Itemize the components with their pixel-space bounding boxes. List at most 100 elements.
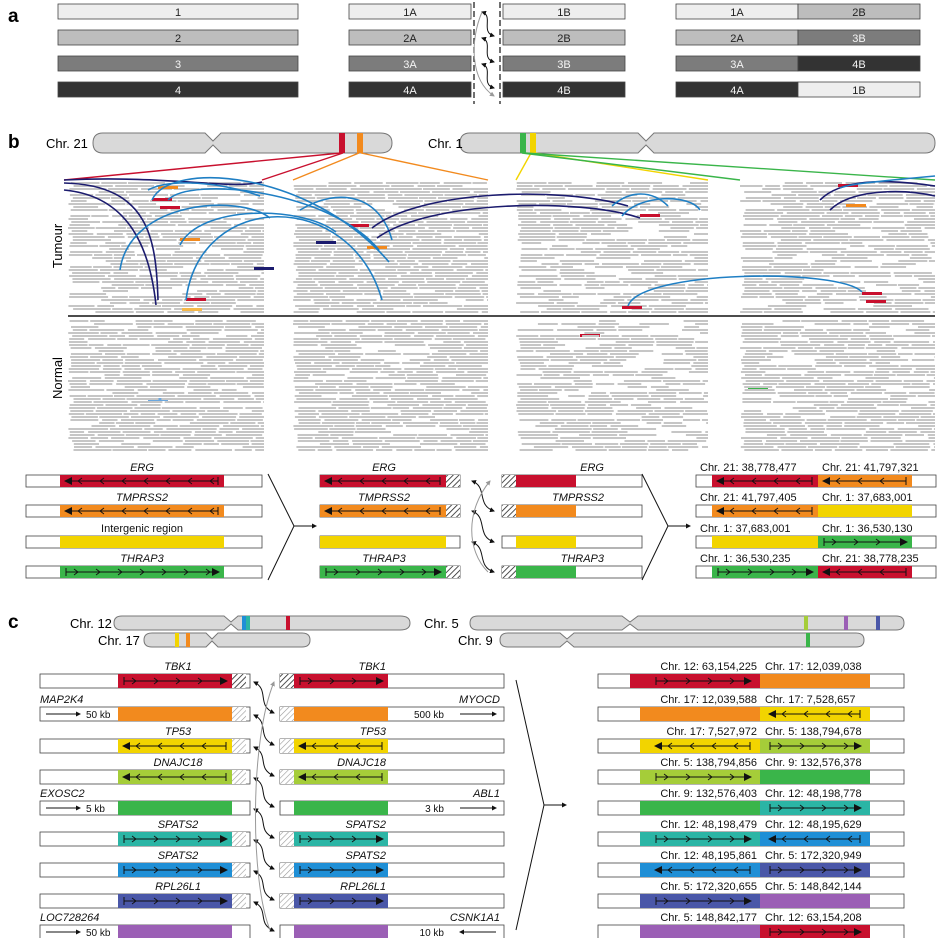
aligned-read: [155, 248, 180, 250]
aligned-read: [391, 185, 414, 187]
aligned-read: [839, 335, 867, 337]
aligned-read: [556, 236, 587, 238]
aligned-read: [115, 422, 134, 424]
aligned-read: [600, 350, 628, 352]
aligned-read: [129, 194, 168, 196]
aligned-read: [313, 299, 330, 301]
aligned-read: [111, 437, 140, 439]
aligned-read: [405, 380, 438, 382]
gene-strand-arrow: [751, 507, 757, 515]
aligned-read: [913, 371, 929, 373]
pc-join-arrow: [253, 746, 275, 777]
aligned-read: [202, 224, 232, 226]
aligned-read: [371, 236, 398, 238]
aligned-read: [396, 200, 423, 202]
aligned-read: [236, 278, 258, 280]
aligned-read: [700, 200, 708, 202]
aligned-read: [744, 386, 773, 388]
aligned-read: [856, 188, 883, 190]
aligned-read: [775, 296, 806, 298]
aligned-read: [330, 305, 354, 307]
aligned-read: [517, 392, 558, 394]
aligned-read: [328, 185, 357, 187]
aligned-read: [559, 272, 595, 274]
aligned-read: [467, 371, 488, 373]
split-read: [866, 300, 886, 303]
aligned-read: [251, 410, 264, 412]
aligned-read: [809, 233, 848, 235]
aligned-read: [321, 422, 355, 424]
aligned-read: [833, 194, 867, 196]
aligned-read: [173, 188, 200, 190]
aligned-read: [471, 392, 488, 394]
aligned-read: [432, 191, 470, 193]
aligned-read: [254, 395, 264, 397]
aligned-read: [830, 392, 847, 394]
gene-fragment-right: [516, 475, 576, 487]
aligned-read: [341, 362, 381, 364]
gene-strand-arrow: [311, 742, 317, 750]
aligned-read: [391, 398, 414, 400]
aligned-read: [297, 266, 324, 268]
aligned-read: [780, 344, 821, 346]
aligned-read: [777, 392, 807, 394]
aligned-read: [293, 377, 309, 379]
aligned-read: [453, 224, 482, 226]
aligned-read: [929, 389, 935, 391]
aligned-read: [247, 368, 263, 370]
aligned-read: [740, 311, 763, 313]
gene-strand-arrow: [153, 835, 159, 843]
aligned-read: [535, 350, 570, 352]
aligned-read: [70, 386, 90, 388]
aligned-read: [162, 392, 185, 394]
aligned-read: [298, 353, 336, 355]
pc-join-arrow: [253, 870, 275, 901]
aligned-read: [678, 311, 708, 313]
aligned-read: [356, 311, 385, 313]
aligned-read: [425, 326, 448, 328]
aligned-read: [806, 419, 827, 421]
aligned-read: [903, 212, 926, 214]
aligned-read: [850, 272, 891, 274]
aligned-read: [775, 293, 798, 295]
aligned-read: [156, 272, 178, 274]
aligned-read: [782, 320, 801, 322]
gene-strand-arrow: [351, 897, 357, 905]
aligned-read: [361, 338, 393, 340]
aligned-read: [153, 425, 178, 427]
aligned-read: [135, 281, 156, 283]
aligned-read: [849, 239, 884, 241]
aligned-read: [207, 269, 224, 271]
aligned-read: [349, 329, 376, 331]
aligned-read: [295, 374, 310, 376]
aligned-read: [699, 218, 708, 220]
aligned-read: [427, 281, 461, 283]
pa-fragment-b-label: 1B: [557, 7, 570, 19]
aligned-read: [916, 206, 933, 208]
gene-strand-arrow: [399, 568, 405, 576]
aligned-read: [107, 236, 125, 238]
pc-right-segment: [294, 707, 388, 721]
aligned-read: [521, 194, 546, 196]
aligned-read: [744, 338, 781, 340]
aligned-read: [404, 194, 444, 196]
aligned-read: [443, 341, 461, 343]
aligned-read: [601, 206, 638, 208]
pa-fragment-a: [348, 3, 472, 20]
aligned-read: [253, 242, 264, 244]
aligned-read: [607, 209, 646, 211]
aligned-read: [218, 365, 248, 367]
aligned-read: [742, 368, 757, 370]
aligned-read: [740, 371, 766, 373]
aligned-read: [599, 254, 639, 256]
aligned-read: [615, 341, 655, 343]
aligned-read: [843, 209, 878, 211]
aligned-read: [824, 302, 844, 304]
gene-tss-arrow: [212, 568, 220, 576]
aligned-read: [373, 242, 411, 244]
aligned-read: [856, 416, 882, 418]
aligned-read: [164, 401, 184, 403]
aligned-read: [457, 368, 488, 370]
aligned-read: [631, 272, 664, 274]
gene-strand-arrow: [179, 742, 185, 750]
